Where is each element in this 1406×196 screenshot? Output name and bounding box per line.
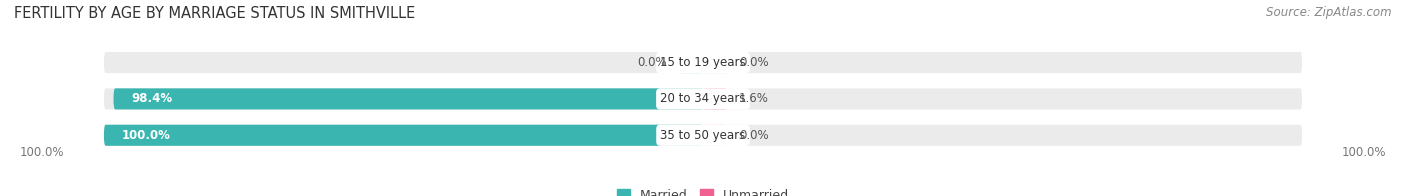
- FancyBboxPatch shape: [104, 52, 1302, 73]
- FancyBboxPatch shape: [703, 88, 727, 109]
- Text: 100.0%: 100.0%: [20, 146, 65, 159]
- Text: 100.0%: 100.0%: [122, 129, 170, 142]
- Text: 1.6%: 1.6%: [740, 92, 769, 105]
- FancyBboxPatch shape: [703, 125, 727, 146]
- FancyBboxPatch shape: [114, 88, 703, 109]
- FancyBboxPatch shape: [104, 125, 703, 146]
- Legend: Married, Unmarried: Married, Unmarried: [612, 184, 794, 196]
- FancyBboxPatch shape: [703, 52, 727, 73]
- FancyBboxPatch shape: [679, 52, 703, 73]
- Text: 0.0%: 0.0%: [740, 129, 769, 142]
- Text: 0.0%: 0.0%: [637, 56, 666, 69]
- FancyBboxPatch shape: [104, 88, 1302, 109]
- FancyBboxPatch shape: [104, 125, 1302, 146]
- Text: 15 to 19 years: 15 to 19 years: [661, 56, 745, 69]
- Text: 100.0%: 100.0%: [1341, 146, 1386, 159]
- Text: 20 to 34 years: 20 to 34 years: [661, 92, 745, 105]
- Text: FERTILITY BY AGE BY MARRIAGE STATUS IN SMITHVILLE: FERTILITY BY AGE BY MARRIAGE STATUS IN S…: [14, 6, 415, 21]
- Text: 35 to 50 years: 35 to 50 years: [661, 129, 745, 142]
- Text: 0.0%: 0.0%: [740, 56, 769, 69]
- Text: Source: ZipAtlas.com: Source: ZipAtlas.com: [1267, 6, 1392, 19]
- Text: 98.4%: 98.4%: [132, 92, 173, 105]
